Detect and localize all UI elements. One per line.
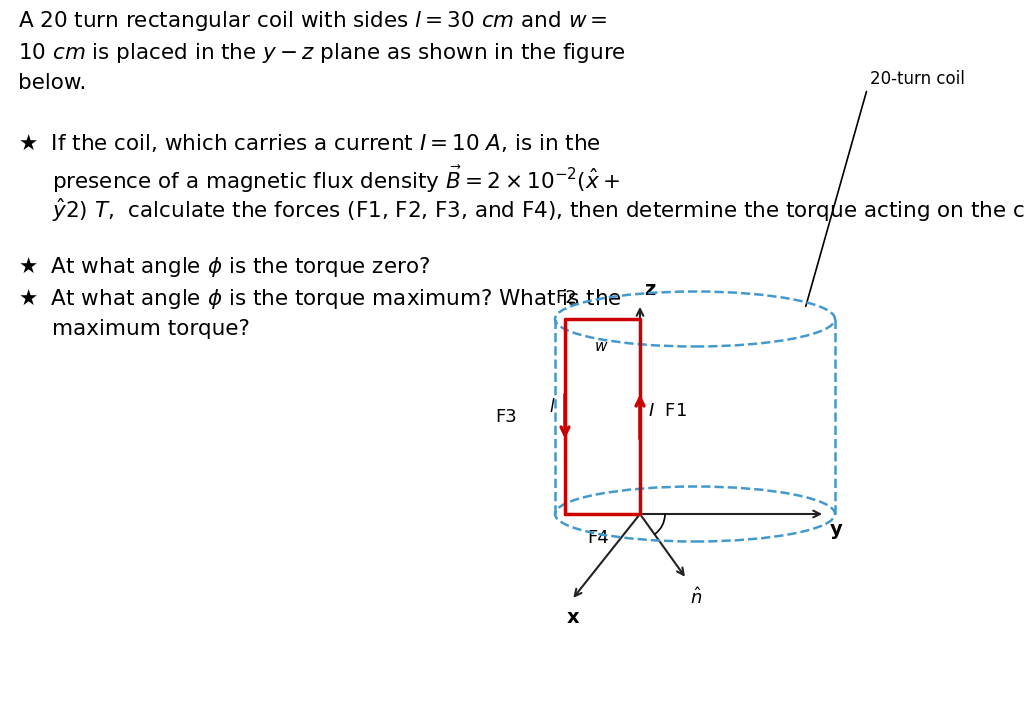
Text: x: x <box>566 608 580 627</box>
Text: ★  At what angle $\phi$ is the torque zero?: ★ At what angle $\phi$ is the torque zer… <box>18 255 430 279</box>
Text: maximum torque?: maximum torque? <box>52 319 250 339</box>
Text: $l$: $l$ <box>549 398 556 415</box>
Text: A 20 turn rectangular coil with sides $l = 30$ $cm$ and $w =$: A 20 turn rectangular coil with sides $l… <box>18 9 607 33</box>
Text: 10 $cm$ is placed in the $y - z$ plane as shown in the figure: 10 $cm$ is placed in the $y - z$ plane a… <box>18 41 626 65</box>
Text: presence of a magnetic flux density $\vec{B} = 2 \times 10^{-2}(\hat{x} +$: presence of a magnetic flux density $\ve… <box>52 164 620 195</box>
Text: ★  If the coil, which carries a current $I = 10$ $A$, is in the: ★ If the coil, which carries a current $… <box>18 132 601 154</box>
Text: $\hat{n}$: $\hat{n}$ <box>689 587 701 608</box>
Text: z: z <box>644 280 655 299</box>
Text: below.: below. <box>18 73 86 93</box>
Text: 20-turn coil: 20-turn coil <box>806 70 965 306</box>
Text: $w$: $w$ <box>595 339 609 354</box>
Text: F2: F2 <box>555 289 577 307</box>
Text: $I$  F1: $I$ F1 <box>648 403 687 420</box>
Text: ★  At what angle $\phi$ is the torque maximum? What is the: ★ At what angle $\phi$ is the torque max… <box>18 287 622 311</box>
Text: y: y <box>830 520 843 539</box>
Text: F4: F4 <box>588 529 609 547</box>
Text: F3: F3 <box>495 408 517 425</box>
Text: $\hat{y}2)$ $T$,  calculate the forces (F1, F2, F3, and F4), then determine the : $\hat{y}2)$ $T$, calculate the forces (F… <box>52 196 1024 224</box>
